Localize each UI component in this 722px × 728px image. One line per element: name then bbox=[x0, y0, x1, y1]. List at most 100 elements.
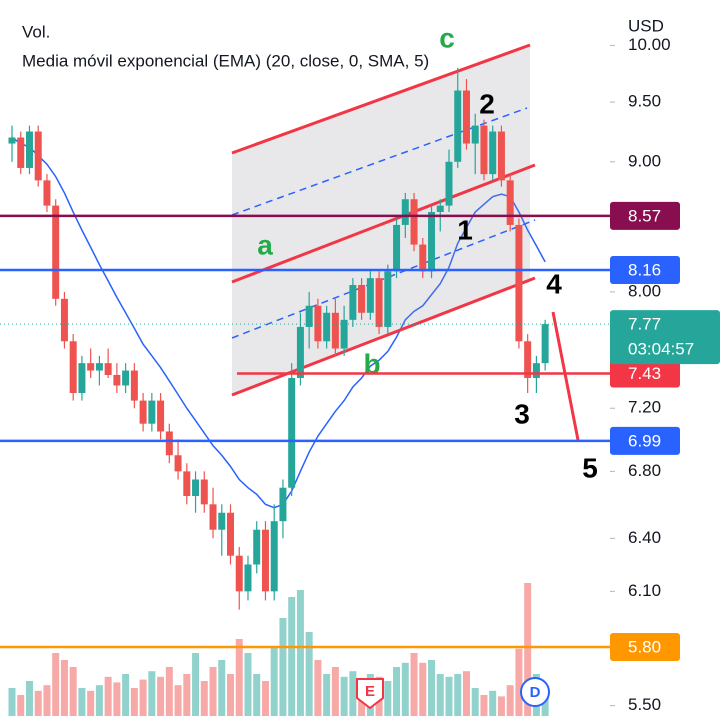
candle-body bbox=[200, 479, 208, 505]
candle-body bbox=[235, 555, 243, 592]
wave-label: a bbox=[257, 229, 273, 260]
volume-bar bbox=[122, 674, 130, 716]
volume-bar bbox=[515, 648, 523, 716]
volume-bar bbox=[471, 688, 479, 716]
event-text[interactable]: D bbox=[530, 684, 541, 701]
candle-body bbox=[122, 370, 130, 386]
price-label: 8.57 bbox=[628, 206, 661, 225]
candle-body bbox=[480, 125, 488, 175]
volume-bar bbox=[445, 676, 453, 716]
volume-bar bbox=[323, 674, 331, 716]
channel-drawing bbox=[231, 43, 580, 441]
event-marker[interactable]: E bbox=[356, 678, 384, 710]
volume-bar bbox=[113, 682, 121, 716]
volume-bar bbox=[235, 639, 243, 716]
price-badge bbox=[610, 359, 680, 388]
volume-bar bbox=[218, 660, 226, 716]
candle-body bbox=[34, 131, 42, 181]
volume-bar bbox=[331, 667, 339, 716]
event-badge[interactable] bbox=[356, 678, 384, 710]
candle-body bbox=[78, 363, 86, 394]
y-tick-label: 6.40 bbox=[628, 528, 661, 547]
candle-body bbox=[87, 363, 95, 371]
candle-body bbox=[454, 90, 462, 162]
event-marker[interactable]: D bbox=[520, 677, 550, 707]
channel-quarter bbox=[231, 219, 536, 339]
volume-bar bbox=[52, 653, 60, 716]
volume-bar bbox=[314, 660, 322, 716]
candle-body bbox=[244, 564, 252, 592]
y-tick-label: 5.50 bbox=[628, 695, 661, 714]
volume-bar bbox=[174, 685, 182, 716]
candle-body bbox=[515, 224, 523, 342]
volume-bar bbox=[69, 667, 77, 716]
volume-bar bbox=[419, 662, 427, 716]
candle-body bbox=[314, 305, 322, 342]
volume-bar bbox=[227, 674, 234, 716]
candle-body bbox=[393, 224, 401, 272]
channel-mid bbox=[231, 163, 536, 284]
candle-body bbox=[25, 131, 33, 168]
candle-body bbox=[192, 479, 200, 496]
volume-bar bbox=[384, 681, 392, 716]
candle-body bbox=[340, 319, 348, 349]
volume-bar bbox=[340, 676, 348, 716]
wave-label: 1 bbox=[457, 214, 473, 245]
volume-bar bbox=[497, 696, 505, 716]
volume-bar bbox=[139, 679, 147, 716]
volume-bar bbox=[157, 676, 165, 716]
volume-bar bbox=[87, 690, 95, 716]
y-tick-label: 6.10 bbox=[628, 581, 661, 600]
candle-body bbox=[227, 512, 234, 556]
candle-body bbox=[279, 487, 287, 522]
price-badge bbox=[610, 310, 720, 365]
price-badge bbox=[610, 256, 680, 285]
volume-bar bbox=[192, 653, 200, 716]
candle-body bbox=[497, 131, 505, 181]
volume-bar bbox=[454, 674, 462, 716]
candle-body bbox=[130, 370, 138, 401]
candle-body bbox=[113, 374, 121, 386]
event-badge[interactable] bbox=[520, 677, 550, 707]
price-badge bbox=[610, 201, 680, 230]
volume-bar bbox=[296, 590, 304, 716]
candle-body bbox=[148, 400, 156, 424]
event-text[interactable]: E bbox=[365, 683, 375, 700]
volume-bar bbox=[43, 685, 51, 716]
candle-body bbox=[52, 205, 60, 299]
wave-label: 4 bbox=[546, 268, 562, 299]
volume-bar bbox=[78, 688, 86, 716]
channel-quarter bbox=[231, 107, 528, 216]
volume-bar bbox=[95, 685, 103, 716]
candle-body bbox=[541, 324, 549, 364]
wave-label: 2 bbox=[479, 88, 495, 119]
volume-bar bbox=[288, 597, 296, 716]
candle-body bbox=[104, 363, 112, 375]
candle-body bbox=[69, 341, 77, 394]
candle-body bbox=[288, 377, 296, 488]
volume-bar bbox=[506, 685, 514, 716]
y-tick-label: 10.00 bbox=[628, 35, 671, 54]
volume-bar bbox=[462, 671, 470, 716]
candle-body bbox=[139, 400, 147, 424]
candle-body bbox=[270, 521, 278, 592]
candle-body bbox=[209, 504, 217, 530]
volume-bar bbox=[349, 671, 357, 716]
volume-bar bbox=[393, 667, 401, 716]
candle-body bbox=[17, 137, 25, 168]
wave-label: 5 bbox=[582, 452, 598, 483]
candle-body bbox=[419, 244, 427, 272]
wave-line bbox=[551, 311, 580, 441]
volume-bar bbox=[209, 667, 217, 716]
y-tick-label: 8.00 bbox=[628, 281, 661, 300]
indicator-label: Media móvil exponencial (EMA) (20, close… bbox=[22, 51, 429, 70]
candle-body bbox=[183, 471, 191, 496]
candle-body bbox=[157, 400, 165, 432]
wave-label: 3 bbox=[514, 398, 530, 429]
candle-body bbox=[8, 137, 16, 144]
price-label: 5.80 bbox=[628, 638, 661, 657]
volume-label: Vol. bbox=[22, 22, 50, 41]
candle-body bbox=[506, 180, 514, 225]
candle-body bbox=[410, 199, 418, 245]
